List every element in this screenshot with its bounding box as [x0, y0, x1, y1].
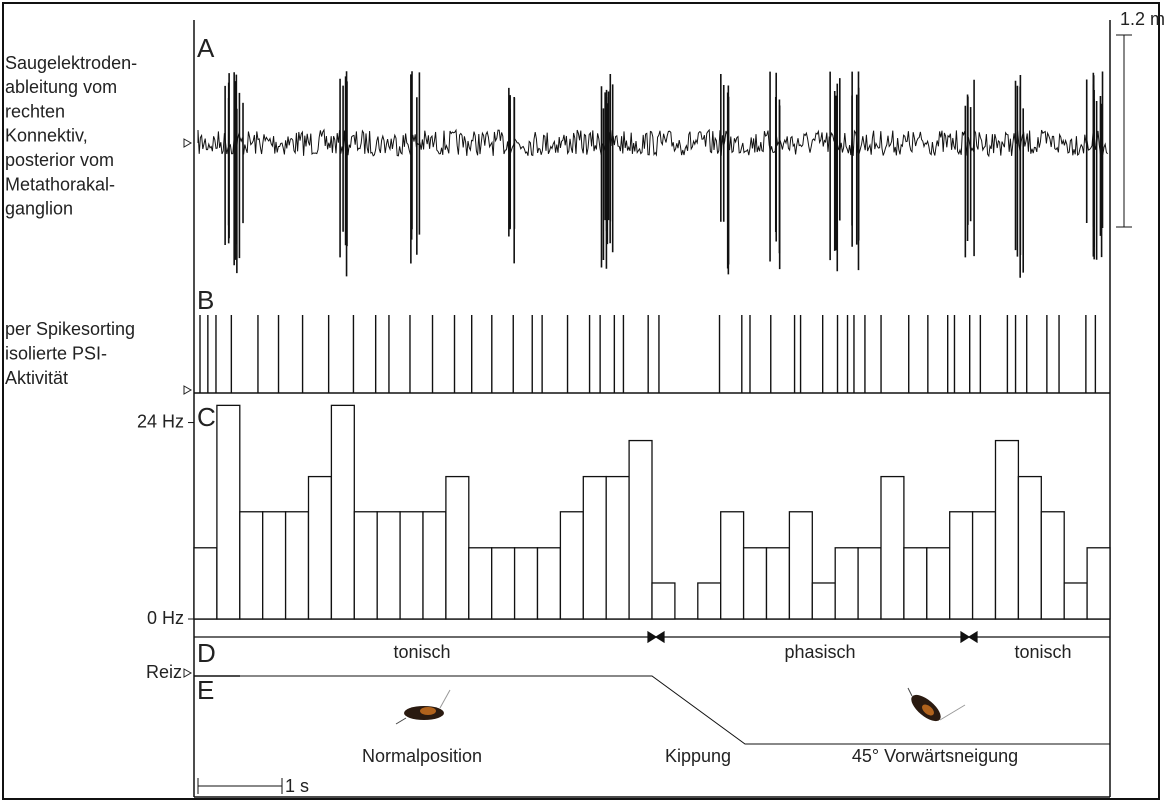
histogram-bar — [605, 475, 630, 620]
histogram-bar — [628, 439, 653, 620]
phase-label: phasisch — [784, 642, 855, 662]
histogram-bar — [1063, 582, 1088, 620]
histogram-bar — [239, 511, 264, 620]
trace-label: rechten — [5, 101, 65, 121]
histogram-bar — [376, 511, 401, 620]
insect-icon — [395, 689, 451, 725]
histogram-bar — [399, 511, 424, 620]
phase-label: tonisch — [393, 642, 450, 662]
histogram-bar — [651, 582, 676, 620]
histogram-bar — [1017, 475, 1042, 620]
histogram-bar — [949, 511, 974, 620]
histogram-bar — [559, 511, 584, 620]
panel-letter: C — [197, 402, 216, 432]
baseline-marker — [183, 385, 193, 395]
phase-label: tonisch — [1014, 642, 1071, 662]
histogram-bar — [330, 404, 355, 620]
panel-letter: E — [197, 675, 214, 705]
histogram-bar — [834, 547, 859, 620]
histogram-bar — [582, 475, 607, 620]
histogram-bar — [216, 404, 241, 620]
position-label: 45° Vorwärtsneigung — [852, 746, 1018, 766]
insect-icon — [907, 687, 966, 722]
histogram-bar — [353, 511, 378, 620]
histogram-bar — [765, 547, 791, 620]
histogram-bar — [445, 475, 470, 620]
time-scale — [197, 778, 283, 794]
histogram-bar — [1086, 547, 1111, 620]
stimulus-trace — [240, 675, 1110, 745]
histogram-bar — [513, 547, 539, 620]
voltage-scale-label: 1.2 mV — [1120, 9, 1164, 29]
position-label: Kippung — [665, 746, 731, 766]
histogram-bar — [994, 439, 1020, 620]
y-tick-label: 24 Hz — [137, 411, 184, 431]
baseline-marker — [183, 138, 193, 148]
trace-label: per Spikesorting — [5, 319, 135, 339]
trace-label: Saugelektroden- — [5, 53, 137, 73]
histogram-bar — [307, 475, 333, 620]
trace-label: Metathorakal- — [5, 174, 115, 194]
raw-trace — [197, 128, 1108, 158]
histogram-bar — [422, 511, 447, 620]
histogram-bar — [857, 547, 882, 620]
histogram-bar — [1040, 511, 1065, 620]
histogram-bar — [880, 475, 905, 620]
phase-arrows — [194, 630, 1110, 644]
y-tick-label: 0 Hz — [147, 608, 184, 628]
trace-label: Aktivität — [5, 368, 68, 388]
histogram-bar — [468, 547, 493, 620]
trace-label: ableitung vom — [5, 77, 117, 97]
time-scale-label: 1 s — [285, 776, 309, 796]
histogram-bar — [697, 582, 722, 620]
histogram-bar — [971, 511, 997, 620]
histogram-bar — [926, 547, 951, 620]
histogram-bar — [903, 547, 928, 620]
trace-label: isolierte PSI- — [5, 343, 107, 363]
panel-letter: A — [197, 33, 215, 63]
trace-label: posterior vom — [5, 150, 114, 170]
histogram-bar — [536, 547, 562, 620]
histogram-bar — [284, 511, 310, 620]
panel-letter: B — [197, 285, 214, 315]
histogram-bar — [193, 547, 218, 620]
histogram-bar — [788, 511, 813, 620]
histogram-bar — [811, 582, 836, 620]
panel-letter: D — [197, 638, 216, 668]
baseline-marker — [183, 668, 193, 678]
histogram-bar — [262, 511, 287, 620]
histogram-bar — [720, 511, 745, 620]
trace-label: ganglion — [5, 199, 73, 219]
trace-label: Konnektiv, — [5, 126, 88, 146]
histogram-bar — [742, 547, 768, 620]
position-label: Normalposition — [362, 746, 482, 766]
histogram-bar — [491, 547, 516, 620]
stimulus-label: Reiz — [146, 662, 182, 682]
